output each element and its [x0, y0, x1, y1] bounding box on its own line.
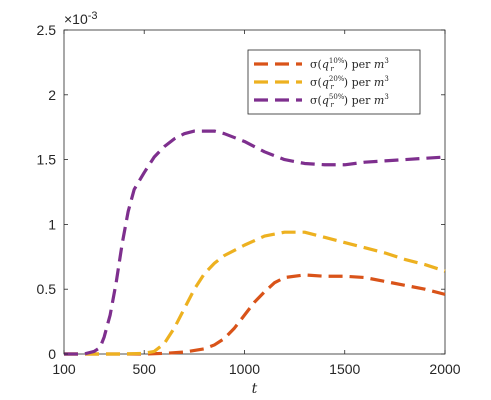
y-tick-label: 2: [48, 87, 56, 103]
x-tick-label: 1500: [329, 361, 360, 377]
x-tick-label: 1000: [229, 361, 260, 377]
y-tick-label: 1: [48, 216, 56, 232]
legend-entry: σ(q20% r) per m3: [310, 75, 389, 91]
x-tick-label: 2000: [429, 361, 460, 377]
x-axis-label: t: [252, 381, 258, 397]
y-tick-label: 1.5: [37, 152, 57, 168]
x-tick-label: 500: [133, 361, 157, 377]
x-tick-label: 100: [52, 361, 76, 377]
y-axis-multiplier: ×10-3: [64, 10, 98, 27]
legend-entry: σ(q10% r) per m3: [310, 57, 389, 73]
series-line-3: [64, 129, 446, 356]
legend-entry: σ(q50% r) per m3: [310, 93, 389, 109]
y-tick-label: 0.5: [37, 281, 57, 297]
y-tick-label: 0: [48, 346, 56, 362]
legend: σ(q10% r) per m3 σ(q20% r) per m3 σ(q50% r) p…: [247, 49, 421, 115]
series-line-2: [64, 230, 446, 356]
series-layer: [64, 129, 446, 356]
y-tick-label: 2.5: [37, 22, 57, 38]
tick-layer: 100 500 1000 1500 2000 0 0.5 1 1.5 2 2.5: [37, 22, 461, 377]
